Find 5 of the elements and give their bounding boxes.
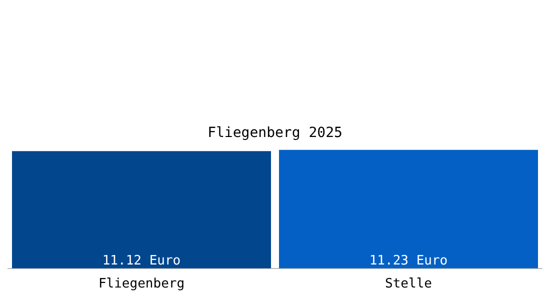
- x-tick-label: Stelle: [385, 276, 432, 292]
- chart-title: Fliegenberg 2025: [208, 125, 342, 142]
- data-label: 11.12 Euro: [102, 253, 181, 268]
- x-tick-label: Fliegenberg: [98, 276, 185, 292]
- data-label: 11.23 Euro: [369, 253, 448, 268]
